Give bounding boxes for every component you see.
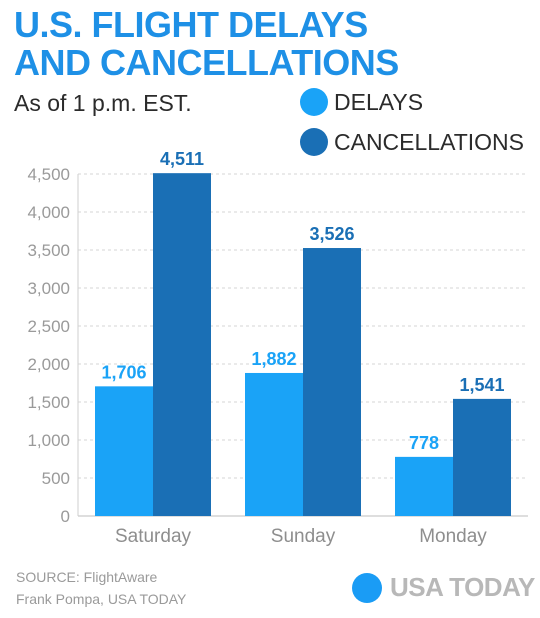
- brand-dot-icon: [352, 572, 382, 603]
- y-tick-label: 3,500: [27, 241, 70, 260]
- bar-delays-monday: [395, 456, 453, 516]
- category-label: Monday: [419, 526, 487, 547]
- bar-delays-saturday: [95, 386, 153, 516]
- bar-delays-sunday: [245, 372, 303, 516]
- data-label: 3,526: [309, 224, 354, 244]
- y-tick-label: 2,000: [27, 355, 70, 374]
- legend-item-cancellations: CANCELLATIONS: [300, 128, 524, 156]
- bar-cancellations-saturday: [153, 173, 211, 516]
- data-label: 4,511: [160, 150, 204, 169]
- credit-note: Frank Pompa, USA TODAY: [16, 591, 187, 607]
- source-block: SOURCE: FlightAware Frank Pompa, USA TOD…: [16, 566, 186, 610]
- bar-chart: 0 500 1,000 1,500 2,000 2,500 3,000 3,500 4,000 4…: [27, 150, 528, 547]
- chart-subtitle: As of 1 p.m. EST.: [14, 90, 192, 116]
- legend-label-delays: DELAYS: [334, 88, 424, 115]
- y-tick-label: 2,500: [27, 317, 70, 336]
- legend-swatch-delays: [300, 88, 328, 116]
- y-tick-label: 0: [61, 507, 70, 526]
- data-label: 1,882: [251, 349, 296, 369]
- bar-cancellations-sunday: [303, 248, 361, 517]
- y-tick-label: 4,000: [27, 203, 70, 222]
- y-tick-label: 1,500: [27, 393, 70, 412]
- data-label: 778: [409, 433, 439, 453]
- brand-name: USA TODAY: [390, 572, 535, 602]
- bar-cancellations-monday: [453, 398, 511, 516]
- y-tick-label: 3,000: [27, 279, 70, 298]
- category-label: Sunday: [271, 526, 336, 547]
- title-line-1: U.S. FLIGHT DELAYS: [14, 4, 368, 45]
- source-note: SOURCE: FlightAware: [16, 569, 158, 585]
- y-tick-label: 500: [42, 469, 70, 488]
- brand-logo: USA TODAY: [352, 572, 535, 603]
- legend-item-delays: DELAYS: [300, 88, 423, 116]
- data-label: 1,706: [101, 362, 146, 382]
- category-label: Saturday: [115, 526, 192, 547]
- legend-swatch-cancellations: [300, 128, 328, 156]
- y-tick-label: 4,500: [27, 165, 70, 184]
- y-tick-label: 1,000: [27, 431, 70, 450]
- chart-title: U.S. FLIGHT DELAYS AND CANCELLATIONS: [14, 6, 534, 82]
- legend-label-cancellations: CANCELLATIONS: [334, 128, 525, 155]
- title-line-2: AND CANCELLATIONS: [14, 42, 399, 83]
- data-label: 1,541: [459, 375, 504, 395]
